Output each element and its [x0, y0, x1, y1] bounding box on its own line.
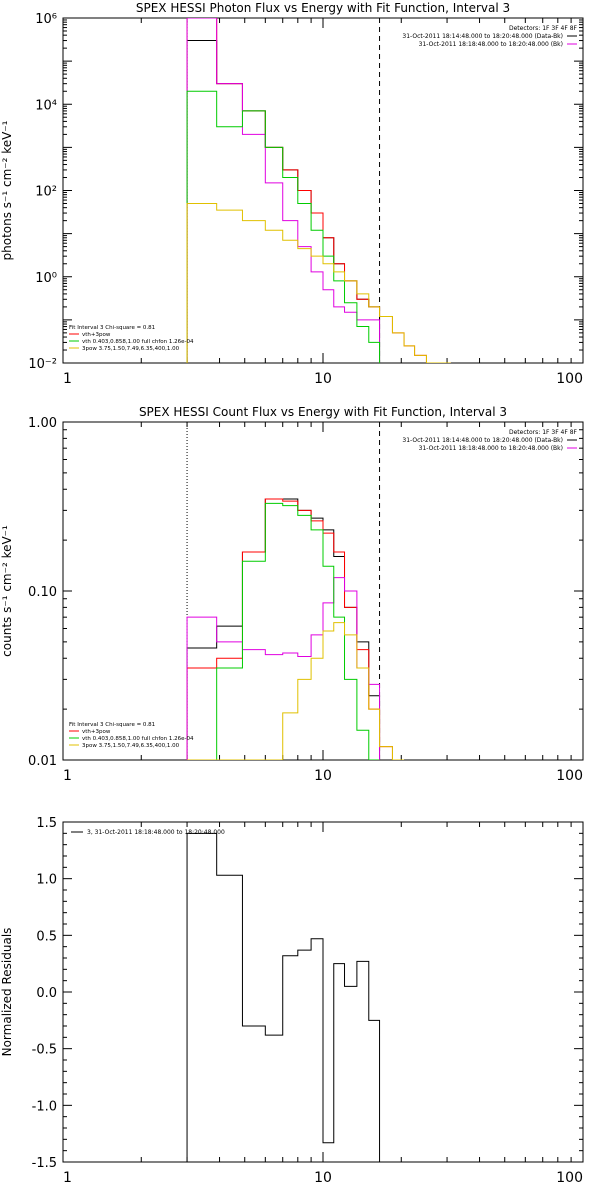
y-tick-label: 10⁶ — [35, 12, 57, 27]
y-tick-label: 0.5 — [36, 929, 57, 944]
plot-frame-0 — [62, 17, 584, 364]
legend-bottom-line: Fit Interval 3 Chi-square = 0.81 — [69, 325, 155, 331]
legend-bottom-line: vth+3pow — [82, 332, 111, 338]
chart-title-1: SPEX HESSI Count Flux vs Energy with Fit… — [139, 405, 507, 419]
y-tick-label: 10⁻² — [28, 357, 57, 372]
y-tick-label: 10² — [35, 185, 57, 200]
legend-top-line: Detectors: 1F 3F 4F 8F — [509, 25, 578, 32]
y-tick-label: -1.0 — [32, 1099, 57, 1114]
series-line-vth — [186, 90, 381, 363]
x-tick-label: 100 — [556, 768, 583, 784]
y-tick-label: 0.0 — [36, 986, 57, 1001]
y-tick-label: 0.01 — [28, 754, 57, 769]
y-axis-label-0: photons s⁻¹ cm⁻² keV⁻¹ — [0, 120, 14, 260]
legend-bottom-line: vth+3pow — [82, 729, 111, 735]
series-line-3pow — [187, 622, 405, 760]
legend-bottom-line: vth 0.403,0.858,1.00 full chfon 1.26e-04 — [82, 339, 194, 345]
y-tick-label: 1.0 — [36, 873, 57, 888]
x-tick-label: 1 — [63, 371, 72, 387]
legend-bottom-line: 3pow 3.75,1.50,7.49,6.35,400,1.00 — [82, 743, 180, 749]
legend-top-line: 31-Oct-2011 18:18:48.000 to 18:20:48.000… — [419, 41, 563, 48]
x-tick-label: 1 — [63, 768, 72, 784]
series-line-3pow — [186, 202, 451, 363]
plot-frame-1 — [62, 421, 584, 761]
y-tick-label: 1.00 — [28, 416, 57, 431]
legend-top-line: 31-Oct-2011 18:14:48.000 to 18:20:48.000… — [402, 437, 563, 444]
series-line-vth-3pow — [186, 18, 451, 363]
series-line-3-31-oct-2011-18-18-48-000-to-18-20-48-000 — [186, 832, 381, 1162]
chart-title-0: SPEX HESSI Photon Flux vs Energy with Fi… — [136, 1, 510, 15]
y-tick-label: -1.5 — [32, 1156, 57, 1171]
series-line-bk — [186, 18, 381, 363]
y-tick-label: 1.5 — [36, 816, 57, 831]
legend-top-line: 31-Oct-2011 18:14:48.000 to 18:20:48.000… — [402, 33, 563, 40]
x-tick-label: 10 — [314, 1170, 332, 1186]
series-line-vth — [187, 502, 380, 760]
legend-bottom-line: 3pow 3.75,1.50,7.49,6.35,400,1.00 — [82, 346, 180, 352]
legend-bottom-line: Fit Interval 3 Chi-square = 0.81 — [69, 722, 155, 728]
y-tick-label: 0.10 — [28, 585, 57, 600]
y-axis-label-2: Normalized Residuals — [0, 928, 14, 1057]
legend-top-line: 31-Oct-2011 18:18:48.000 to 18:20:48.000… — [419, 445, 563, 452]
legend-top-line: 3, 31-Oct-2011 18:18:48.000 to 18:20:48.… — [87, 829, 225, 836]
legend-top-line: Detectors: 1F 3F 4F 8F — [509, 429, 578, 436]
x-tick-label: 10 — [314, 768, 332, 784]
series-line-vth-3pow — [186, 498, 393, 760]
series-line-bk — [186, 577, 381, 760]
x-tick-label: 1 — [63, 1170, 72, 1186]
y-tick-label: -0.5 — [32, 1043, 57, 1058]
y-axis-label-1: counts s⁻¹ cm⁻² keV⁻¹ — [0, 525, 14, 657]
y-tick-label: 10⁴ — [35, 98, 57, 113]
series-line-data-bk — [186, 498, 381, 760]
legend-bottom-line: vth 0.403,0.858,1.00 full chfon 1.26e-04 — [82, 736, 194, 742]
y-tick-label: 10⁰ — [35, 271, 57, 286]
x-tick-label: 100 — [556, 1170, 583, 1186]
x-tick-label: 10 — [314, 371, 332, 387]
series-line-data-bk — [186, 40, 381, 363]
x-tick-label: 100 — [556, 371, 583, 387]
